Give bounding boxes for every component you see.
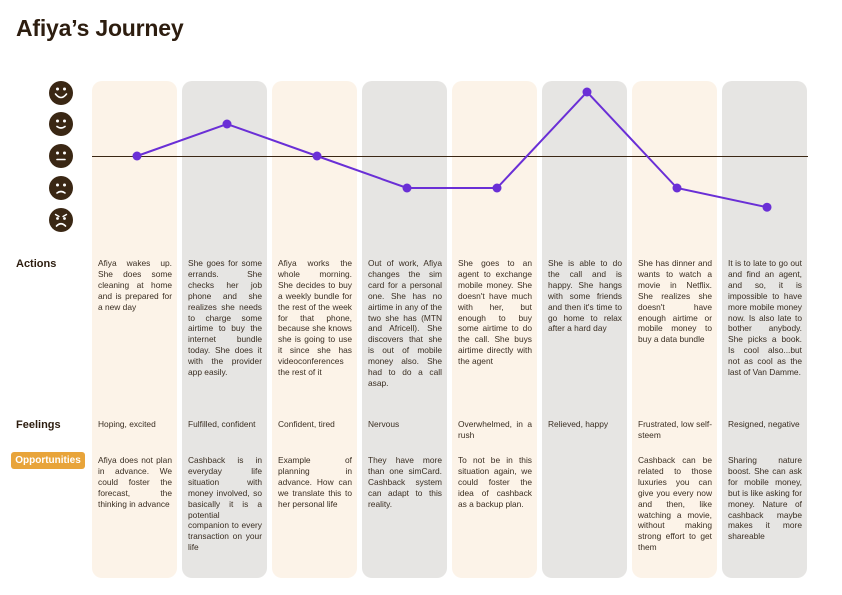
very-happy-face-icon	[49, 81, 73, 105]
opportunity-cell-1: Afiya does not plan in advance. We could…	[98, 455, 172, 509]
feeling-cell-3: Confident, tired	[278, 419, 335, 429]
opportunity-cell-4: They have more than one simCard. Cashbac…	[368, 455, 442, 509]
feeling-cell-7: Frustrated, low self-steem	[638, 419, 712, 440]
stage-column-5	[452, 81, 537, 578]
emotion-point-3	[312, 151, 322, 161]
opportunity-cell-7: Cashback can be related to those luxurie…	[638, 455, 712, 553]
emotion-point-5	[492, 183, 502, 193]
stage-column-6	[542, 81, 627, 578]
opportunity-cell-8: Sharing nature boost. She can ask for mo…	[728, 455, 802, 542]
action-cell-6: She is able to do the call and is happy.…	[548, 258, 622, 334]
feeling-cell-4: Nervous	[368, 419, 400, 429]
feelings-row-label: Feelings	[16, 419, 61, 431]
opportunity-cell-2: Cashback is in everyday life situation w…	[188, 455, 262, 553]
feeling-cell-1: Hoping, excited	[98, 419, 156, 429]
happy-face-icon	[49, 112, 73, 136]
very-sad-face-icon	[49, 208, 73, 232]
stage-column-8	[722, 81, 807, 578]
action-cell-8: It is to late to go out and find an agen…	[728, 258, 802, 378]
feeling-cell-2: Fulfilled, confident	[188, 419, 256, 429]
feeling-cell-8: Resigned, negative	[728, 419, 800, 429]
page-title: Afiya’s Journey	[16, 15, 184, 41]
neutral-face-icon	[49, 144, 73, 168]
action-cell-2: She goes for some errands. She checks he…	[188, 258, 262, 378]
stage-column-3	[272, 81, 357, 578]
stage-column-7	[632, 81, 717, 578]
action-cell-7: She has dinner and wants to watch a movi…	[638, 258, 712, 345]
sad-face-icon	[49, 176, 73, 200]
feeling-cell-6: Relieved, happy	[548, 419, 609, 429]
action-cell-3: Afiya works the whole morning. She decid…	[278, 258, 352, 378]
stage-column-2	[182, 81, 267, 578]
emotion-point-1	[132, 151, 142, 161]
feeling-cell-5: Overwhelmed, in a rush	[458, 419, 532, 440]
emotion-point-8	[762, 202, 772, 212]
opportunity-cell-3: Example of planning in advance. How can …	[278, 455, 352, 509]
stage-column-4	[362, 81, 447, 578]
action-cell-4: Out of work, Afiya changes the sim card …	[368, 258, 442, 388]
opportunities-row-label: Opportunities	[11, 452, 85, 469]
emotion-point-2	[222, 119, 232, 129]
opportunity-cell-5: To not be in this situation again, we co…	[458, 455, 532, 509]
emotion-point-7	[672, 183, 682, 193]
emotion-point-4	[402, 183, 412, 193]
action-cell-1: Afiya wakes up. She does some cleaning a…	[98, 258, 172, 312]
action-cell-5: She goes to an agent to exchange mobile …	[458, 258, 532, 367]
stage-column-1	[92, 81, 177, 578]
neutral-baseline	[92, 156, 808, 157]
emotion-curve-line	[136, 90, 768, 209]
emotion-point-6	[582, 87, 592, 97]
actions-row-label: Actions	[16, 258, 57, 270]
